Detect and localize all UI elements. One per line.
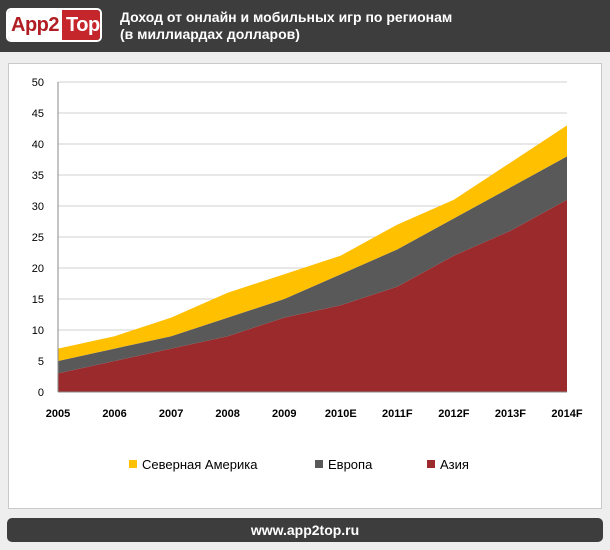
x-tick-label: 2013F [495, 408, 526, 420]
logo-part-app2: App2 [8, 10, 62, 40]
y-tick-label: 5 [38, 356, 44, 368]
y-tick-label: 35 [32, 170, 44, 182]
y-tick-label: 45 [32, 108, 44, 120]
y-tick-label: 50 [32, 77, 44, 89]
site-url-link[interactable]: www.app2top.ru [250, 522, 360, 538]
y-tick-label: 10 [32, 325, 44, 337]
chart-title-line-1: Доход от онлайн и мобильных игр по регио… [120, 9, 453, 25]
x-tick-label: 2010E [325, 408, 357, 420]
legend-label: Северная Америка [142, 457, 258, 472]
y-tick-label: 30 [32, 201, 44, 213]
x-tick-label: 2011F [382, 408, 413, 420]
x-tick-label: 2009 [272, 408, 296, 420]
x-tick-label: 2014F [551, 408, 582, 420]
legend-swatch [427, 460, 435, 468]
y-tick-label: 20 [32, 263, 44, 275]
y-tick-label: 40 [32, 139, 44, 151]
logo-part-top: Top [62, 10, 100, 40]
chart-title: Доход от онлайн и мобильных игр по регио… [120, 9, 600, 43]
app2top-logo[interactable]: App2 Top [6, 8, 102, 42]
header-bar: App2 Top Доход от онлайн и мобильных игр… [0, 0, 610, 52]
chart-title-line-2: (в миллиардах долларов) [120, 26, 300, 42]
y-tick-label: 15 [32, 294, 44, 306]
legend-label: Азия [440, 457, 469, 472]
legend-label: Европа [328, 457, 373, 472]
y-tick-label: 0 [38, 387, 44, 399]
footer-bar: www.app2top.ru [7, 518, 603, 542]
stacked-area-chart: 0 5 10 15 20 25 30 35 40 45 50 2005 2006 2007 2008 2009… [32, 77, 583, 472]
x-tick-label: 2006 [102, 408, 126, 420]
area-series-asia [58, 199, 567, 392]
x-tick-label: 2005 [46, 408, 70, 420]
chart-panel: 0 5 10 15 20 25 30 35 40 45 50 2005 2006 2007 2008 2009… [8, 63, 602, 509]
y-tick-label: 25 [32, 232, 44, 244]
legend-swatch [129, 460, 137, 468]
area-series-europe [58, 156, 567, 374]
x-tick-label: 2008 [215, 408, 239, 420]
x-tick-label: 2012F [438, 408, 469, 420]
legend-swatch [315, 460, 323, 468]
x-tick-label: 2007 [159, 408, 183, 420]
